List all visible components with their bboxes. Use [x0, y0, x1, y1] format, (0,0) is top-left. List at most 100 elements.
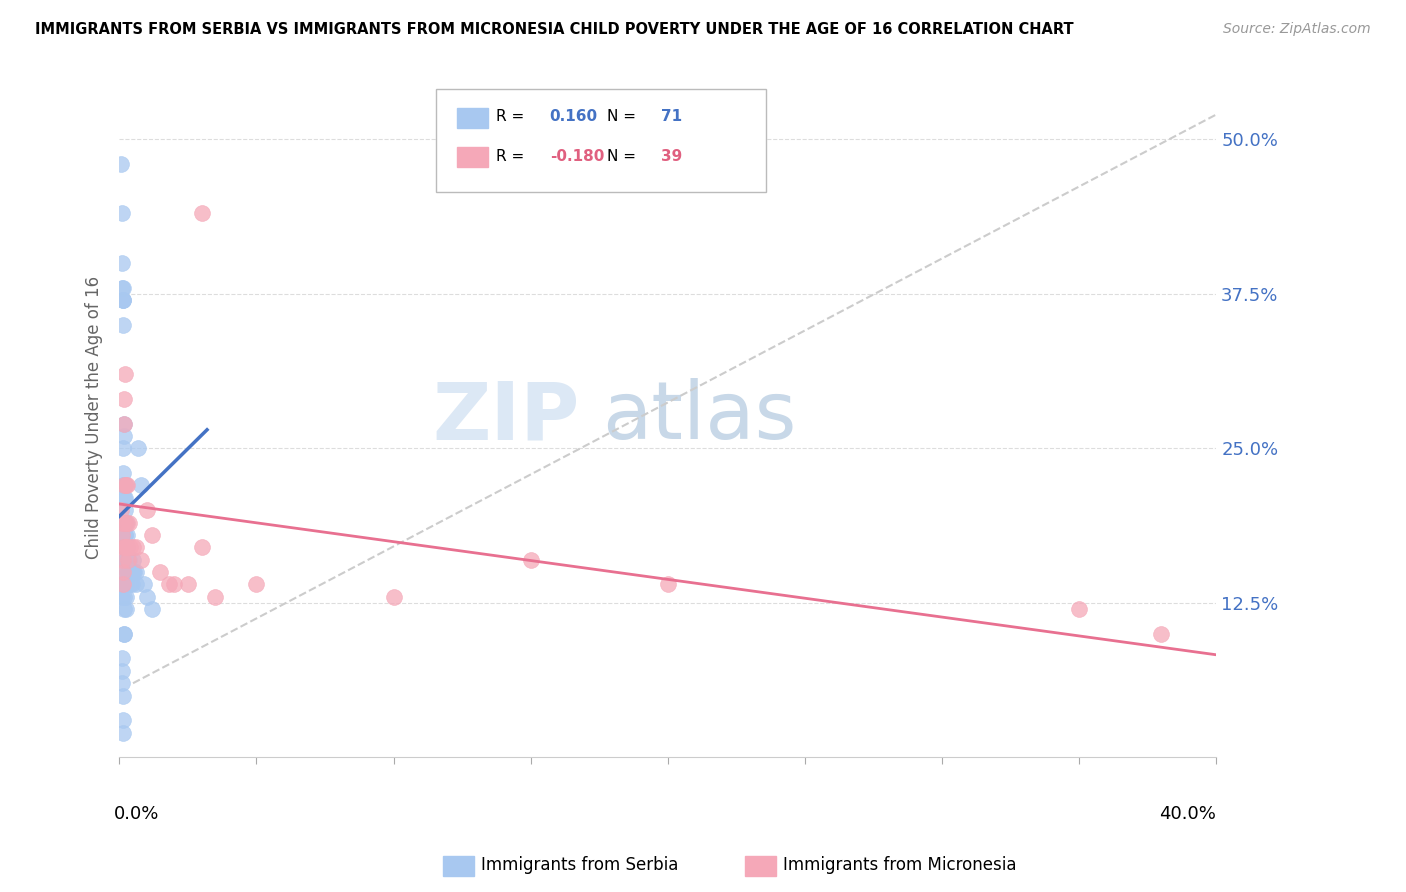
Point: [114, 491, 136, 505]
Point: [111, 516, 134, 530]
Point: [115, 478, 138, 492]
Point: [111, 651, 134, 665]
Point: [110, 503, 132, 517]
Point: [114, 528, 136, 542]
Point: [118, 516, 141, 530]
Point: [112, 577, 135, 591]
Point: [115, 590, 138, 604]
Point: [115, 552, 138, 566]
Point: [112, 466, 135, 480]
Point: [115, 552, 138, 566]
Text: atlas: atlas: [602, 378, 796, 457]
Point: [111, 293, 134, 307]
Point: [111, 552, 134, 566]
Point: [112, 577, 135, 591]
Point: [114, 627, 136, 641]
Point: [114, 577, 136, 591]
Point: [114, 478, 136, 492]
Point: [190, 206, 212, 220]
Text: R =: R =: [496, 149, 524, 163]
Text: R =: R =: [496, 110, 524, 124]
Text: N =: N =: [607, 149, 637, 163]
Point: [117, 565, 139, 579]
Point: [149, 565, 172, 579]
Point: [111, 280, 134, 294]
Point: [121, 565, 143, 579]
Point: [112, 725, 135, 739]
Point: [114, 540, 136, 554]
Point: [112, 540, 135, 554]
Text: 39: 39: [661, 149, 682, 163]
Point: [117, 540, 139, 554]
Point: [132, 577, 155, 591]
Point: [112, 280, 135, 294]
Point: [114, 478, 136, 492]
Text: 71: 71: [661, 110, 682, 124]
Point: [112, 429, 135, 443]
Point: [112, 478, 135, 492]
Point: [657, 577, 679, 591]
Point: [114, 552, 136, 566]
Point: [114, 565, 136, 579]
Point: [122, 565, 145, 579]
Point: [115, 602, 138, 616]
Point: [141, 528, 163, 542]
Point: [117, 552, 139, 566]
Text: 40.0%: 40.0%: [1160, 805, 1216, 823]
Point: [117, 528, 139, 542]
Point: [110, 157, 132, 171]
Point: [127, 442, 149, 456]
Point: [114, 367, 136, 381]
Point: [190, 540, 212, 554]
Point: [129, 552, 152, 566]
Point: [114, 516, 136, 530]
Point: [245, 577, 267, 591]
Text: ZIP: ZIP: [433, 378, 581, 457]
Point: [177, 577, 200, 591]
Point: [125, 577, 148, 591]
Text: Immigrants from Serbia: Immigrants from Serbia: [481, 856, 678, 874]
Point: [122, 540, 145, 554]
Point: [111, 293, 134, 307]
Point: [120, 577, 142, 591]
Text: -0.180: -0.180: [550, 149, 605, 163]
Point: [115, 540, 138, 554]
Text: Source: ZipAtlas.com: Source: ZipAtlas.com: [1223, 22, 1371, 37]
Point: [112, 602, 135, 616]
Point: [111, 676, 134, 690]
Point: [125, 540, 148, 554]
Text: N =: N =: [607, 110, 637, 124]
Point: [115, 540, 138, 554]
Point: [111, 540, 134, 554]
Point: [120, 540, 142, 554]
Point: [111, 256, 134, 270]
Point: [118, 552, 141, 566]
Point: [112, 478, 135, 492]
Point: [118, 565, 141, 579]
Point: [117, 478, 139, 492]
Point: [111, 714, 134, 728]
Point: [111, 318, 134, 332]
Point: [112, 565, 135, 579]
Point: [1069, 602, 1091, 616]
Point: [157, 577, 180, 591]
Point: [204, 590, 226, 604]
Text: Immigrants from Micronesia: Immigrants from Micronesia: [783, 856, 1017, 874]
Point: [111, 206, 134, 220]
Point: [114, 552, 136, 566]
Point: [141, 602, 163, 616]
Point: [519, 552, 541, 566]
Point: [117, 565, 139, 579]
Point: [111, 664, 134, 678]
Y-axis label: Child Poverty Under the Age of 16: Child Poverty Under the Age of 16: [86, 276, 103, 559]
Point: [112, 590, 135, 604]
Point: [111, 689, 134, 703]
Point: [115, 540, 138, 554]
Text: 0.160: 0.160: [550, 110, 598, 124]
Point: [112, 442, 135, 456]
Point: [110, 577, 132, 591]
Point: [112, 491, 135, 505]
Point: [111, 528, 134, 542]
Point: [135, 503, 157, 517]
Point: [112, 293, 135, 307]
